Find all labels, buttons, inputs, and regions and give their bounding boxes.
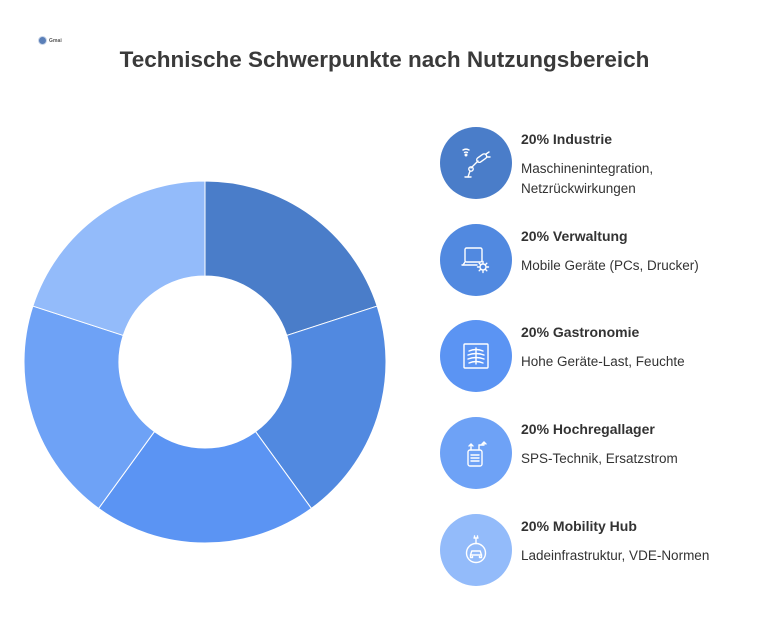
donut-slice-gastronomie bbox=[97, 430, 313, 544]
legend-circle-mobility-hub bbox=[440, 514, 512, 586]
logo: Gmai bbox=[38, 36, 62, 45]
ev-charging-icon bbox=[465, 535, 487, 564]
legend-circle-verwaltung bbox=[440, 224, 512, 296]
xray-panel-icon bbox=[463, 343, 489, 369]
legend-item-verwaltung: 20% Verwaltung Mobile Geräte (PCs, Druck… bbox=[440, 224, 760, 300]
legend-item-industrie: 20% Industrie Maschinenintegration, Netz… bbox=[440, 127, 760, 203]
donut-chart bbox=[23, 180, 387, 544]
donut-slice-mobility-hub bbox=[32, 180, 206, 337]
legend-desc-hochregallager: SPS-Technik, Ersatzstrom bbox=[521, 451, 678, 466]
legend-circle-hochregallager bbox=[440, 417, 512, 489]
chart-title: Technische Schwerpunkte nach Nutzungsber… bbox=[119, 47, 650, 72]
legend-label-hochregallager: 20% Hochregallager bbox=[521, 421, 655, 437]
legend-label-mobility-hub: 20% Mobility Hub bbox=[521, 518, 637, 534]
legend-item-mobility-hub: 20% Mobility Hub Ladeinfrastruktur, VDE-… bbox=[440, 514, 760, 590]
logo-text: Gmai bbox=[49, 37, 62, 44]
logo-mark-icon bbox=[38, 36, 47, 45]
legend-label-verwaltung: 20% Verwaltung bbox=[521, 228, 628, 244]
laptop-gear-icon bbox=[461, 247, 490, 274]
legend-item-gastronomie: 20% Gastronomie Hohe Geräte-Last, Feucht… bbox=[440, 320, 760, 396]
donut-slice-industrie bbox=[204, 180, 378, 337]
legend-desc-gastronomie: Hohe Geräte-Last, Feuchte bbox=[521, 354, 685, 369]
legend-desc-industrie: Maschinenintegration, Netzrückwirkungen bbox=[521, 161, 654, 196]
legend-circle-gastronomie bbox=[440, 320, 512, 392]
legend-circle-industrie bbox=[440, 127, 512, 199]
robot-arm-icon bbox=[462, 148, 491, 178]
legend-label-gastronomie: 20% Gastronomie bbox=[521, 324, 640, 340]
donut-slice-verwaltung bbox=[254, 305, 387, 510]
legend-desc-verwaltung: Mobile Geräte (PCs, Drucker) bbox=[521, 258, 699, 273]
legend-label-industrie: 20% Industrie bbox=[521, 131, 613, 147]
legend-item-hochregallager: 20% Hochregallager SPS-Technik, Ersatzst… bbox=[440, 417, 760, 493]
battery-plug-icon bbox=[467, 441, 487, 467]
legend-desc-mobility-hub: Ladeinfrastruktur, VDE-Normen bbox=[521, 548, 710, 563]
donut-slice-hochregallager bbox=[23, 305, 156, 510]
